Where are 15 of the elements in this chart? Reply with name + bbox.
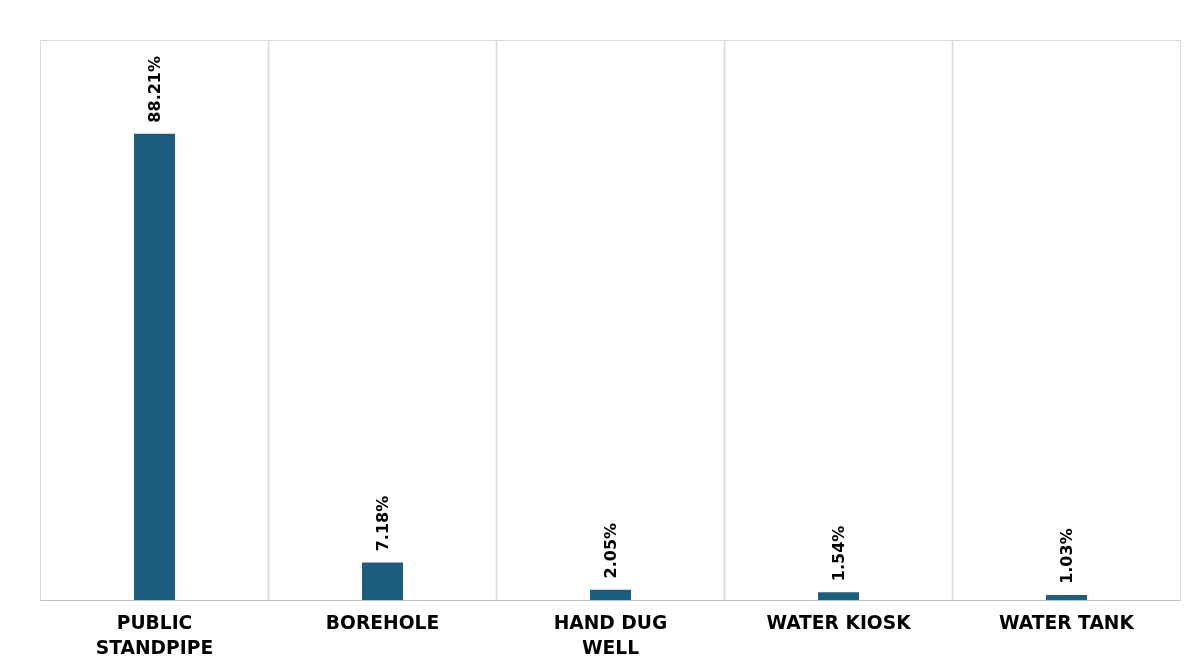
data-label: 2.05%: [601, 522, 620, 579]
bar: [361, 562, 404, 601]
x-tick-label: BOREHOLE: [325, 611, 440, 633]
data-label: 1.54%: [829, 525, 848, 582]
x-tick-label: PUBLIC STANDPIPE: [95, 611, 214, 658]
data-label: 7.18%: [373, 495, 392, 552]
bar: [589, 589, 632, 601]
x-tick-label: WATER KIOSK: [766, 611, 913, 633]
bar: [1045, 595, 1088, 601]
x-tick-label: HAND DUG WELL: [553, 611, 668, 658]
data-label: 88.21%: [145, 55, 164, 123]
data-label: 1.03%: [1057, 528, 1076, 584]
bar: [817, 592, 860, 601]
x-tick-label: WATER TANK: [999, 611, 1136, 633]
bar: [133, 133, 176, 601]
